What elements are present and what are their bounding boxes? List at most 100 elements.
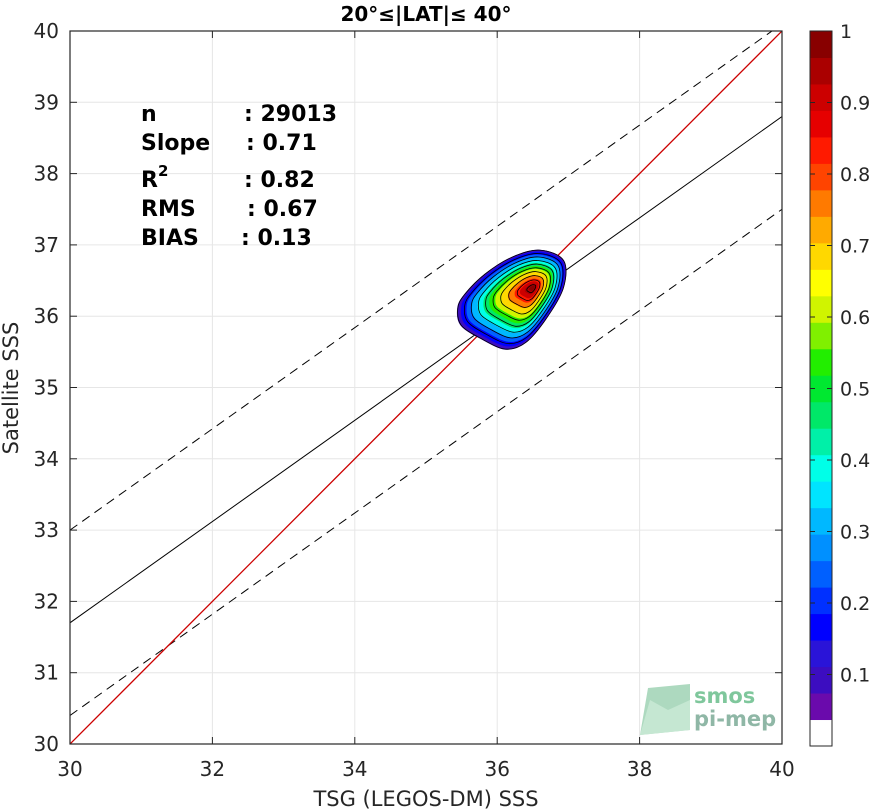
- logo-wave-highlight-icon: [640, 700, 690, 735]
- y-tick-label: 37: [34, 233, 59, 257]
- colorbar-band: [810, 348, 832, 376]
- density-contours: [456, 249, 567, 350]
- stat-n-label: n: [141, 102, 157, 127]
- contour-line: [500, 271, 548, 315]
- stat-r2-sep: :: [244, 168, 260, 193]
- x-tick-label: 30: [57, 757, 82, 781]
- chart-title: 20°≤|LAT|≤ 40°: [340, 2, 511, 26]
- colorbar-band: [810, 719, 832, 747]
- svg-text:R2: R2: [141, 162, 168, 193]
- reference-lines: [70, 31, 782, 744]
- svg-text:: 29013: : 29013: [244, 102, 337, 127]
- svg-text:: 0.71: : 0.71: [246, 131, 317, 156]
- colorbar-band: [810, 613, 832, 641]
- contour-line: [457, 249, 567, 350]
- colorbar-tick-label: 0.1: [840, 665, 870, 687]
- fit-bound-dashed-line: [70, 208, 782, 716]
- stat-n-sep: :: [244, 102, 260, 127]
- colorbar-band: [810, 163, 832, 191]
- density-band: [529, 285, 535, 291]
- x-axis-title: TSG (LEGOS-DM) SSS: [312, 787, 538, 811]
- contour-line: [485, 263, 555, 327]
- x-tick-label: 32: [200, 757, 225, 781]
- colorbar-band: [810, 189, 832, 217]
- colorbar-band: [810, 640, 832, 668]
- svg-text:: 0.13: : 0.13: [241, 226, 312, 251]
- colorbar-band: [810, 57, 832, 85]
- y-tick-label: 33: [34, 518, 59, 542]
- contour-line: [463, 253, 564, 345]
- colorbar-band: [810, 269, 832, 297]
- y-tick-label: 38: [34, 162, 59, 186]
- stat-rms-value: 0.67: [263, 197, 317, 222]
- colorbar-tick-label: 0.7: [840, 236, 870, 258]
- colorbar-band: [810, 587, 832, 615]
- colorbar-tick-label: 1: [840, 21, 852, 43]
- x-tick-label: 36: [484, 757, 509, 781]
- x-tick-label: 34: [342, 757, 367, 781]
- colorbar-tick-label: 0.6: [840, 307, 870, 329]
- stat-rms-label: RMS: [141, 197, 196, 222]
- colorbar-band: [810, 454, 832, 482]
- y-tick-label: 35: [34, 376, 59, 400]
- colorbar-band: [810, 136, 832, 164]
- stat-slope-value: 0.71: [262, 131, 316, 156]
- stat-bias-label: BIAS: [141, 226, 199, 251]
- colorbar-band: [810, 110, 832, 138]
- contour-line: [470, 256, 561, 339]
- stats-box: n : 29013 Slope : 0.71 R2 : 0.82 RMS : 0…: [141, 102, 337, 251]
- y-tick-label: 31: [34, 661, 59, 685]
- stat-slope-sep: :: [246, 131, 262, 156]
- stat-slope-label: Slope: [141, 131, 210, 156]
- stat-rms-sep: :: [247, 197, 263, 222]
- colorbar-tick-label: 0.5: [840, 379, 870, 401]
- colorbar: 0.1 0.2 0.3 0.4 0.5 0.6 0.7 0.8 0.9 1: [809, 21, 870, 747]
- contour-line: [492, 267, 551, 321]
- grid: [69, 30, 783, 745]
- colorbar-tick-label: 0.9: [840, 93, 870, 115]
- x-axis: 30 32 34 36 38 40: [57, 31, 795, 781]
- y-tick-label: 36: [34, 304, 59, 328]
- stat-bias-value: 0.13: [257, 226, 311, 251]
- y-tick-label: 34: [34, 447, 59, 471]
- colorbar-band: [810, 242, 832, 270]
- stat-n-value: 29013: [260, 102, 337, 127]
- colorbar-band: [810, 216, 832, 244]
- identity-line: [70, 31, 782, 744]
- stat-r2-value: 0.82: [260, 168, 314, 193]
- colorbar-band: [810, 666, 832, 694]
- x-tick-label: 40: [769, 757, 794, 781]
- stat-r2-label: R: [141, 168, 158, 193]
- colorbar-band: [810, 322, 832, 350]
- svg-text:: 0.82: : 0.82: [244, 168, 315, 193]
- colorbar-band: [810, 295, 832, 323]
- colorbar-tick-label: 0.2: [840, 593, 870, 615]
- y-tick-label: 32: [34, 589, 59, 613]
- contour-line: [508, 275, 545, 308]
- colorbar-band: [810, 375, 832, 403]
- contour-line: [526, 284, 537, 294]
- fit-line: [70, 116, 782, 624]
- colorbar-tick-label: 0.8: [840, 164, 870, 186]
- colorbar-band: [810, 693, 832, 721]
- colorbar-tick-label: 0.3: [840, 522, 870, 544]
- x-tick-label: 38: [627, 757, 652, 781]
- fit-bound-dashed-line: [70, 31, 773, 531]
- logo-line1: smos: [694, 684, 755, 708]
- smos-pi-mep-logo: smos pi-mep: [640, 684, 776, 735]
- y-axis: 30 31 32 33 34 35 36 37 38 39 40: [34, 19, 782, 756]
- colorbar-band: [810, 31, 832, 58]
- stat-r2-sup: 2: [158, 162, 168, 180]
- logo-line2: pi-mep: [694, 707, 776, 731]
- contour-line: [477, 260, 558, 333]
- y-axis-title: Satellite SSS: [0, 322, 23, 455]
- colorbar-band: [810, 560, 832, 588]
- y-tick-label: 30: [34, 732, 59, 756]
- colorbar-band: [810, 401, 832, 429]
- y-tick-label: 39: [34, 90, 59, 114]
- colorbar-band: [810, 507, 832, 535]
- y-tick-label: 40: [34, 19, 59, 43]
- contour-line: [516, 279, 541, 301]
- svg-text:: 0.67: : 0.67: [247, 197, 318, 222]
